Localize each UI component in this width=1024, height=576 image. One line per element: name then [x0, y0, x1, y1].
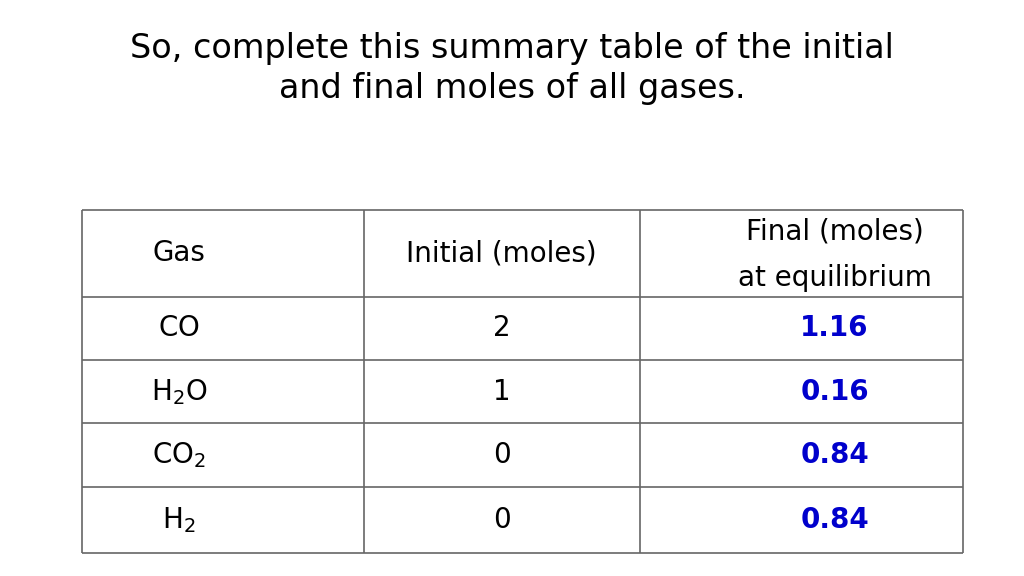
Text: 2: 2	[493, 314, 511, 342]
Text: $\mathregular{CO}$: $\mathregular{CO}$	[159, 314, 200, 342]
Text: 0: 0	[493, 441, 511, 469]
Text: Gas: Gas	[153, 240, 206, 267]
Text: 1.16: 1.16	[801, 314, 868, 342]
Text: $\mathregular{H_2}$: $\mathregular{H_2}$	[163, 505, 196, 535]
Text: So, complete this summary table of the initial: So, complete this summary table of the i…	[130, 32, 894, 65]
Text: $\mathregular{H_2O}$: $\mathregular{H_2O}$	[151, 377, 208, 407]
Text: Final (moles): Final (moles)	[745, 218, 924, 245]
Text: 0.84: 0.84	[800, 506, 869, 534]
Text: Initial (moles): Initial (moles)	[407, 240, 597, 267]
Text: 0.16: 0.16	[800, 378, 869, 406]
Text: 0.84: 0.84	[800, 441, 869, 469]
Text: 0: 0	[493, 506, 511, 534]
Text: $\mathregular{CO_2}$: $\mathregular{CO_2}$	[153, 440, 206, 470]
Text: and final moles of all gases.: and final moles of all gases.	[279, 72, 745, 105]
Text: 1: 1	[493, 378, 511, 406]
Text: at equilibrium: at equilibrium	[737, 264, 932, 291]
